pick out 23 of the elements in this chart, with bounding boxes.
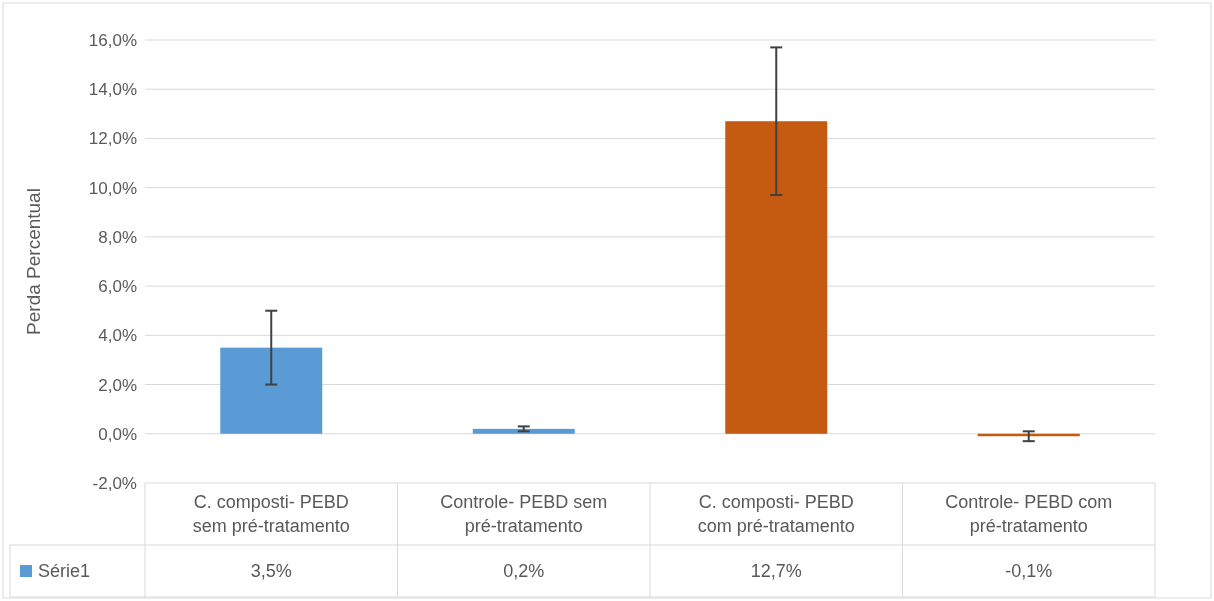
data-label: -0,1% [1005, 561, 1053, 582]
data-label: 0,2% [503, 561, 545, 582]
y-tick-label: 16,0% [88, 30, 137, 50]
y-tick-label: 8,0% [98, 227, 137, 247]
y-tick-label: -2,0% [92, 473, 137, 493]
y-tick-label: 2,0% [98, 375, 137, 395]
x-tick-label: C. composti- PEBD sem pré-tratamento [192, 492, 350, 537]
legend-label: Série1 [38, 561, 91, 582]
y-tick-label: 14,0% [88, 80, 137, 100]
x-tick-label: Controle- PEBD sem pré-tratamento [440, 492, 608, 537]
y-tick-label: 6,0% [98, 277, 137, 297]
y-tick-label: 4,0% [98, 326, 137, 346]
bar [725, 121, 828, 434]
data-label: 3,5% [250, 561, 292, 582]
bar [220, 347, 323, 434]
y-tick-label: 10,0% [88, 178, 137, 198]
bar [472, 428, 575, 434]
x-tick-label: C. composti- PEBD com pré-tratamento [697, 492, 855, 537]
y-tick-label: 12,0% [88, 129, 137, 149]
y-tick-label: 0,0% [98, 424, 137, 444]
y-axis-title: Perda Percentual [23, 188, 44, 335]
data-label: 12,7% [750, 561, 802, 582]
x-tick-label: Controle- PEBD com pré-tratamento [945, 492, 1113, 537]
